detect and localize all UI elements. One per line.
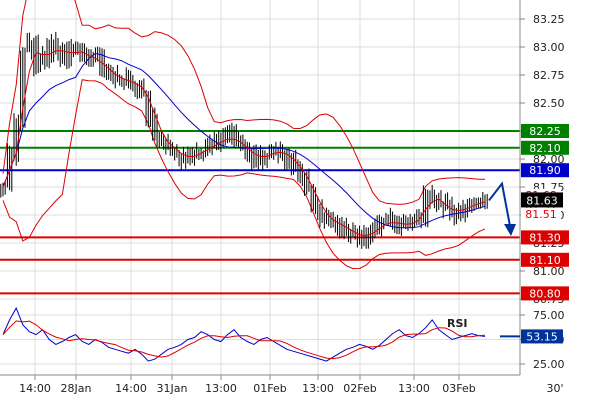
- current-price-tag: [521, 192, 563, 208]
- bollinger-lower-band: [2, 79, 486, 270]
- level-tag: [521, 140, 569, 155]
- x-tick-label: 14:00: [19, 382, 51, 395]
- y-tick-label: 83.25: [533, 13, 565, 26]
- forecast-arrow: [488, 181, 516, 237]
- y-tick-label: 82.50: [533, 97, 565, 110]
- y-tick-label: 82.75: [533, 69, 565, 82]
- x-tick-label: 13:00: [398, 382, 430, 395]
- rsi-signal-line: [2, 320, 486, 360]
- x-tick-label: 30': [546, 382, 563, 395]
- level-tag: [521, 124, 569, 138]
- support-resistance-levels: [0, 130, 520, 295]
- x-axis: 14:00 28Jan 14:00 31Jan 13:00 01Feb 13:00 02Feb…: [19, 375, 564, 395]
- forecast-arrow-line: [488, 181, 511, 227]
- level-tag-label: 81.90: [529, 164, 561, 177]
- y-tick-label: 83.00: [533, 41, 565, 54]
- rsi-current-tag: [521, 329, 563, 344]
- level-tag: [521, 230, 569, 245]
- x-tick-label: 01Feb: [253, 382, 286, 395]
- rsi-current-label: 53.15: [526, 330, 558, 343]
- y-tick-label: 82.00: [533, 153, 565, 166]
- x-tick-label: 13:00: [205, 382, 237, 395]
- x-tick-label: 14:00: [115, 382, 147, 395]
- level-tag-label: 80.80: [529, 287, 561, 300]
- x-tick-label: 31Jan: [157, 382, 188, 395]
- level-tag: [521, 163, 569, 178]
- x-tick-label: 03Feb: [442, 382, 475, 395]
- rsi-panel: RSI: [0, 306, 520, 365]
- short-moving-average-line: [2, 50, 486, 237]
- moving-average-line: [2, 52, 486, 229]
- x-tick-label: 13:00: [302, 382, 334, 395]
- level-tag-label: 82.10: [529, 142, 561, 155]
- rsi-label: RSI: [447, 317, 468, 330]
- x-tick-label: 28Jan: [61, 382, 92, 395]
- level-tag: [521, 286, 569, 301]
- forecast-arrow-head: [504, 224, 516, 237]
- price-tags: 82.2582.1081.9081.3081.1080.8081.6881.57…: [500, 124, 569, 344]
- price-panel: [0, 0, 520, 375]
- level-tag: [521, 252, 569, 267]
- level-tag-label: 81.30: [529, 231, 561, 244]
- rsi-tick-label: 25.00: [533, 358, 565, 371]
- level-tag-label: 82.25: [529, 125, 561, 138]
- bollinger-upper-band: [2, 0, 485, 205]
- level-tag-label: 81.10: [529, 254, 561, 267]
- rsi-tick-label: 75.00: [533, 309, 565, 322]
- x-tick-label: 02Feb: [343, 382, 376, 395]
- y-tick-label: 81.00: [533, 265, 565, 278]
- indicator-tag-label: 81.51: [525, 208, 557, 221]
- indicator-tag: [521, 207, 561, 220]
- current-price-label: 81.63: [526, 194, 558, 207]
